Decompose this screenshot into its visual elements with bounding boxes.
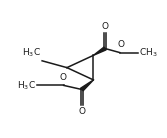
Text: O: O	[117, 40, 124, 49]
Text: H$_3$C: H$_3$C	[22, 47, 41, 59]
Text: O: O	[78, 107, 85, 116]
Text: CH$_3$: CH$_3$	[139, 46, 158, 59]
Text: H$_3$C: H$_3$C	[17, 79, 36, 92]
Polygon shape	[80, 80, 94, 91]
Text: O: O	[59, 73, 66, 82]
Text: O: O	[102, 22, 109, 31]
Polygon shape	[94, 47, 106, 55]
